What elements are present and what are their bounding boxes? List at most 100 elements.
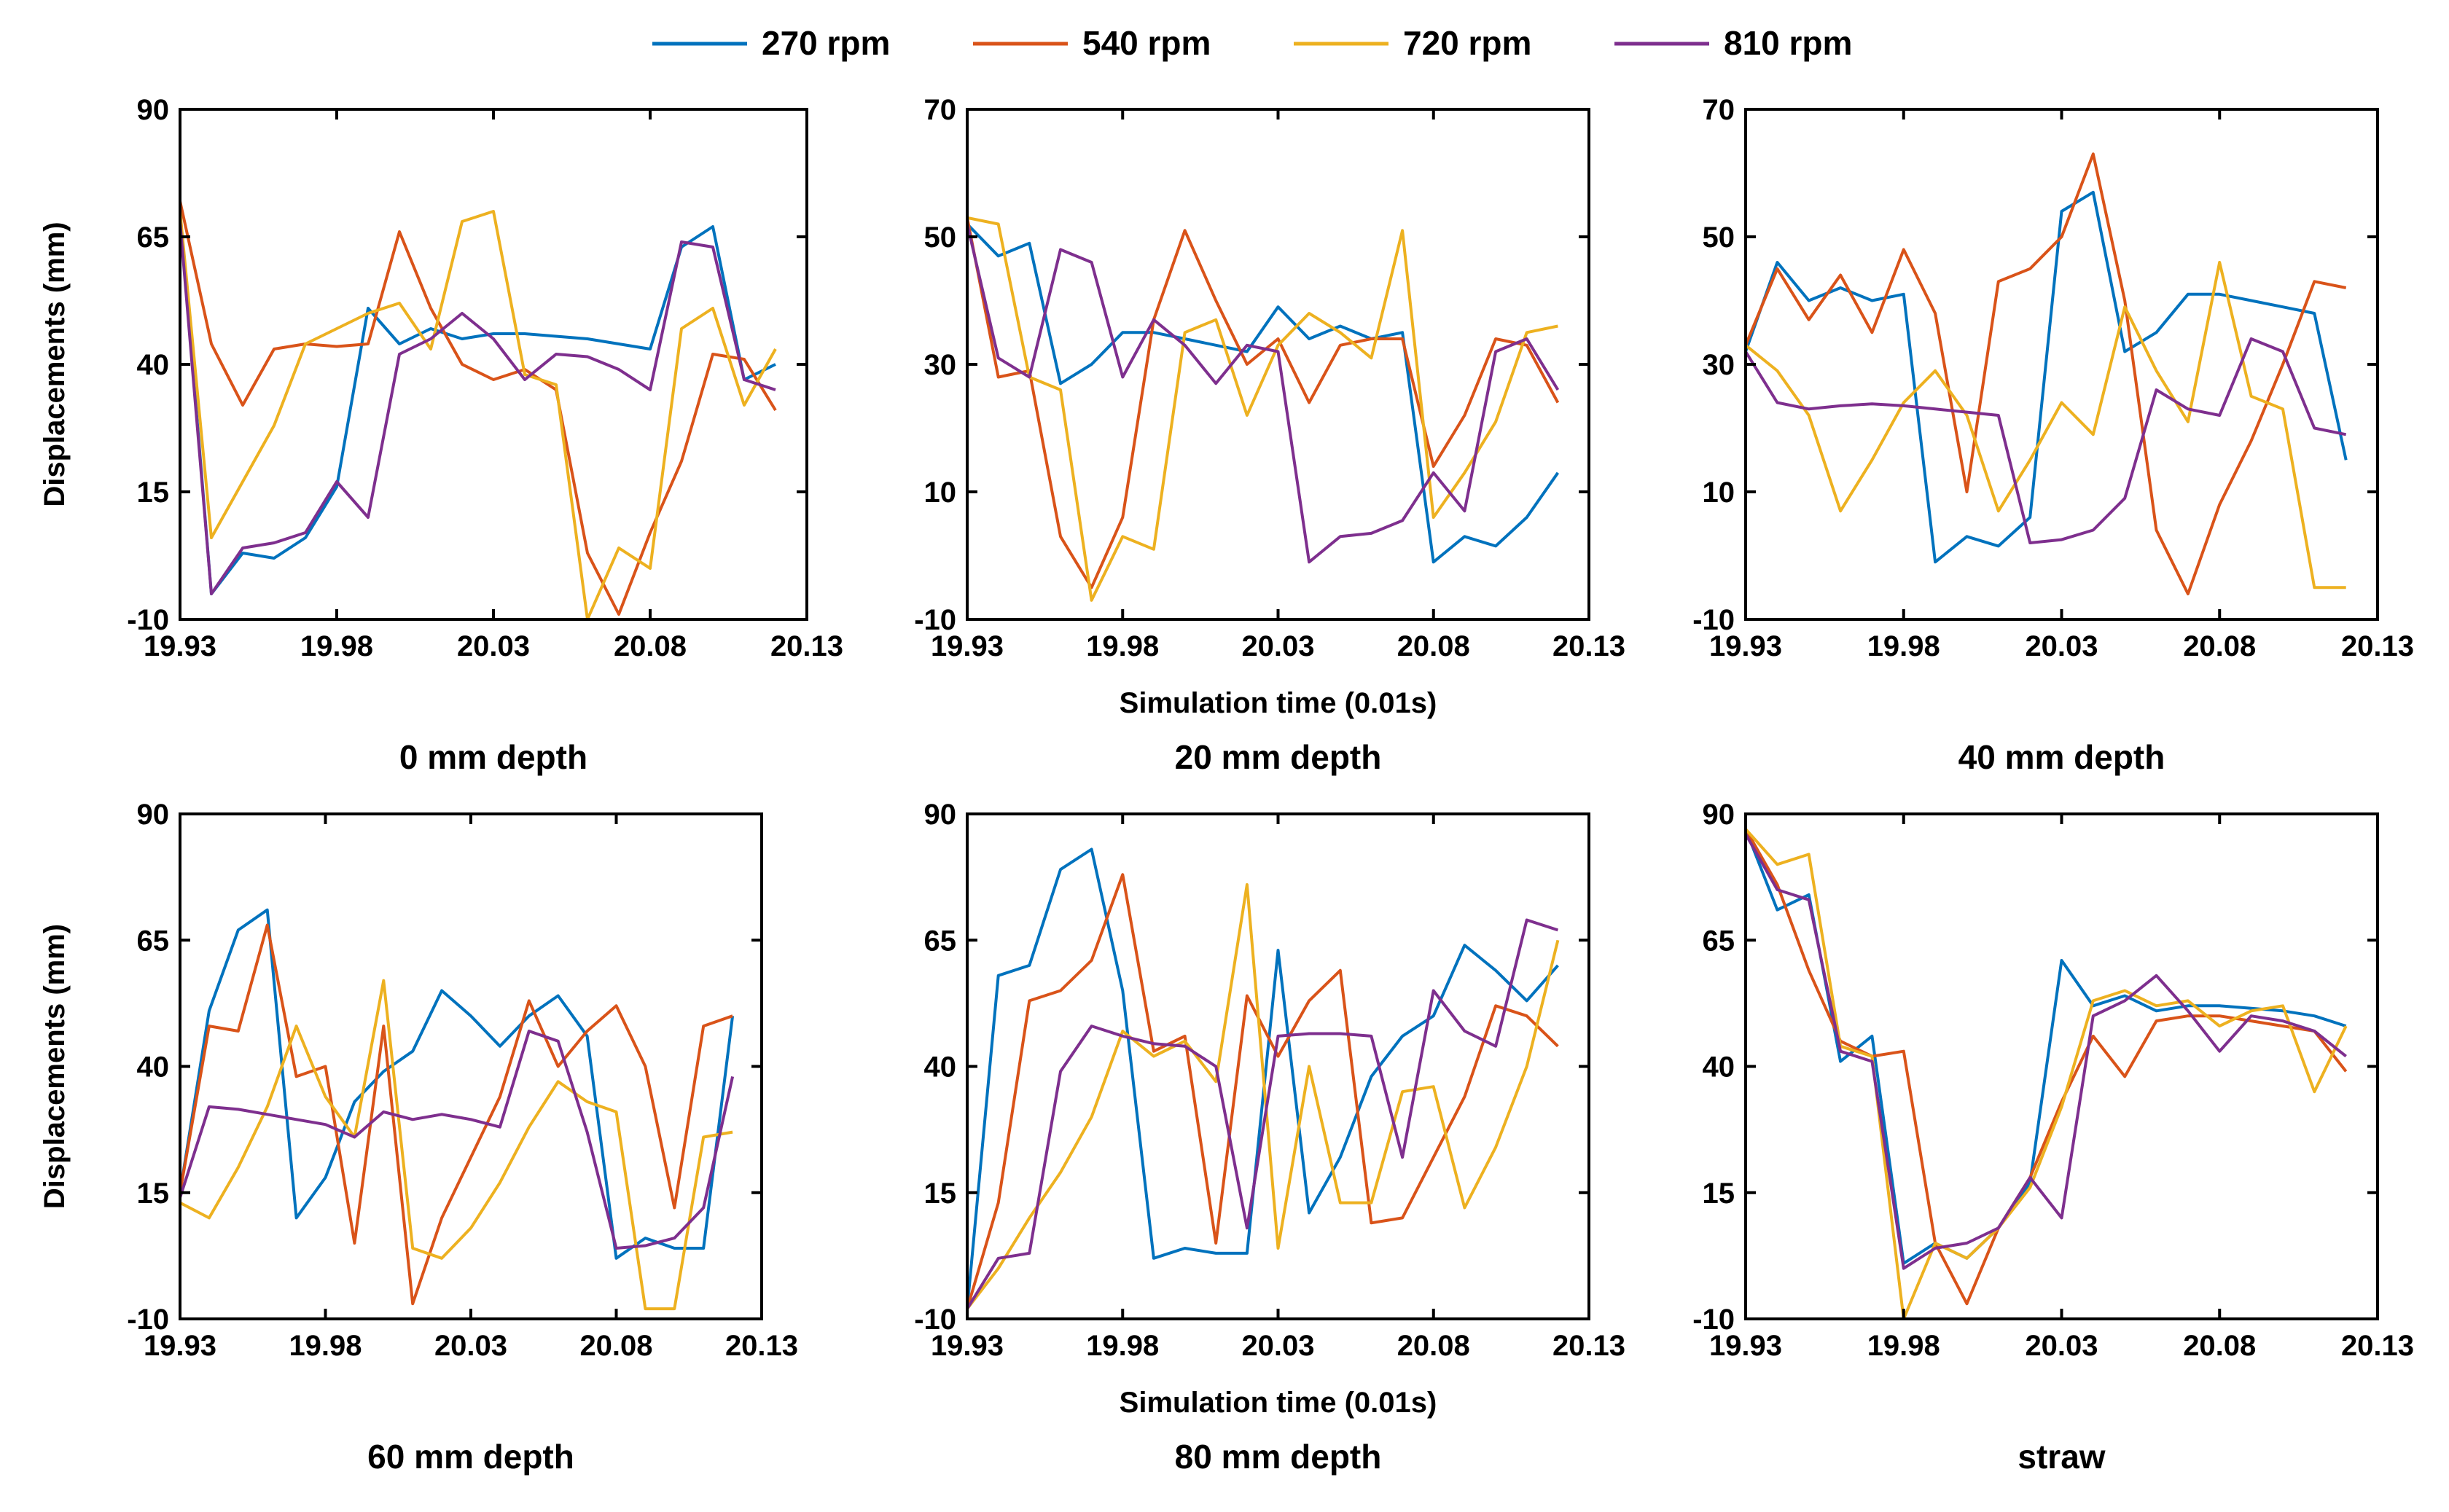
series-group [180, 200, 777, 619]
y-tick-label: 15 [137, 1178, 170, 1210]
chart-panel-6: 19.93 19.98 20.03 20.08 20.13 -10 15 40 65 90 stra… [1692, 799, 2414, 1476]
y-tick-label: 40 [924, 1051, 957, 1084]
panel-title: 0 mm depth [399, 738, 587, 776]
y-tick-label: 15 [1703, 1178, 1735, 1210]
series-line-810-rpm [1746, 833, 2347, 1270]
series-line-270-rpm [1746, 190, 2348, 564]
x-tick-label: 20.03 [434, 1330, 507, 1362]
x-tick-label: 20.03 [1241, 630, 1314, 662]
series-line-270-rpm [1746, 829, 2347, 1265]
y-tick-label: 90 [1703, 799, 1735, 831]
series-line-270-rpm [180, 211, 776, 595]
x-axis-label: Simulation time (0.01s) [1120, 687, 1437, 719]
y-tick-label: 65 [137, 222, 170, 254]
x-tick-label: 20.03 [2025, 1330, 2098, 1362]
x-tick-label: 20.08 [1397, 1330, 1470, 1362]
y-tick-label: 65 [1703, 925, 1735, 957]
y-tick-label: 90 [137, 94, 170, 126]
y-tick-label: 90 [137, 799, 170, 831]
y-tick-label: 40 [137, 349, 170, 381]
series-line-720-rpm [180, 210, 777, 619]
x-tick-label: 20.08 [579, 1330, 652, 1362]
x-tick-label: 19.93 [1709, 1330, 1782, 1362]
x-tick-label: 20.03 [1241, 1330, 1314, 1362]
chart-panel-2: 19.93 19.98 20.03 20.08 20.13 -10 10 30 50 70 Simu… [914, 94, 1625, 776]
x-tick-label: 20.03 [457, 630, 530, 662]
series-group [1746, 828, 2348, 1319]
plot-frame [1744, 812, 2379, 1320]
y-tick-label: 10 [1703, 477, 1735, 509]
x-tick-label: 20.08 [2183, 1330, 2256, 1362]
series-line-720-rpm [1746, 828, 2348, 1319]
y-tick-label: -10 [914, 604, 956, 636]
chart-panel-1: 19.93 19.98 20.03 20.08 20.13 -10 15 40 65 90 Disp… [39, 94, 843, 776]
series-line-270-rpm [967, 847, 1559, 1309]
x-tick-label: 19.98 [1867, 1330, 1940, 1362]
x-axis-label: Simulation time (0.01s) [1120, 1387, 1437, 1419]
x-tick-label: 19.93 [144, 1330, 216, 1362]
x-tick-label: 19.93 [931, 630, 1004, 662]
series-group [1746, 152, 2348, 595]
x-tick-label: 20.08 [614, 630, 687, 662]
series-line-270-rpm [180, 908, 735, 1260]
plot-frame [966, 108, 1590, 621]
x-tick-label: 20.13 [770, 630, 843, 662]
y-tick-label: 30 [1703, 349, 1735, 381]
x-tick-label: 20.13 [2341, 630, 2414, 662]
series-line-810-rpm [967, 224, 1560, 564]
series-line-810-rpm [1746, 337, 2347, 544]
y-tick-label: 65 [924, 925, 957, 957]
series-line-810-rpm [180, 1030, 735, 1250]
y-tick-label: 70 [1703, 94, 1735, 126]
x-tick-label: 19.98 [1086, 1330, 1159, 1362]
panel-title: 40 mm depth [1958, 738, 2165, 776]
panels: 19.93 19.98 20.03 20.08 20.13 -10 15 40 65 90 Disp… [39, 94, 2414, 1476]
x-tick-label: 19.98 [1086, 630, 1159, 662]
series-line-720-rpm [180, 979, 733, 1311]
y-tick-label: 90 [924, 799, 957, 831]
x-tick-label: 19.93 [144, 630, 216, 662]
x-tick-label: 20.08 [1397, 630, 1470, 662]
x-tick-label: 19.98 [1867, 630, 1940, 662]
y-tick-label: 65 [137, 925, 170, 957]
panel-title: 20 mm depth [1175, 738, 1382, 776]
x-tick-label: 19.93 [931, 1330, 1004, 1362]
y-tick-label: 10 [924, 477, 957, 509]
y-tick-label: 30 [924, 349, 957, 381]
x-tick-label: 19.98 [300, 630, 373, 662]
series-line-810-rpm [180, 221, 776, 595]
panel-title: 80 mm depth [1175, 1438, 1382, 1476]
panel-title: straw [2018, 1438, 2105, 1476]
series-line-720-rpm [967, 216, 1558, 602]
y-tick-label: 50 [924, 222, 957, 254]
chart-panel-5: 19.93 19.98 20.03 20.08 20.13 -10 15 40 65 90 Simu… [914, 799, 1625, 1476]
y-tick-label: 70 [924, 94, 957, 126]
legend-label-4: 810 rpm [1724, 24, 1852, 62]
legend-label-1: 270 rpm [762, 24, 890, 62]
y-tick-label: 40 [137, 1051, 170, 1084]
x-tick-label: 20.13 [1552, 630, 1625, 662]
chart-panel-3: 19.93 19.98 20.03 20.08 20.13 -10 10 30 50 70 40 m… [1692, 94, 2414, 776]
series-line-810-rpm [967, 918, 1559, 1310]
x-tick-label: 19.98 [289, 1330, 362, 1362]
x-tick-label: 20.08 [2183, 630, 2256, 662]
legend-label-2: 540 rpm [1082, 24, 1211, 62]
series-line-540-rpm [967, 873, 1559, 1309]
y-tick-label: 40 [1703, 1051, 1735, 1084]
series-line-540-rpm [180, 923, 733, 1306]
y-tick-label: -10 [914, 1304, 956, 1336]
y-tick-label: 15 [137, 477, 170, 509]
series-line-720-rpm [1746, 261, 2346, 589]
series-group [180, 908, 735, 1311]
series-line-540-rpm [967, 217, 1560, 589]
y-axis-label: Displacements (mm) [39, 222, 71, 506]
x-tick-label: 19.93 [1709, 630, 1782, 662]
series-line-540-rpm [180, 200, 777, 616]
chart-panel-4: 19.93 19.98 20.03 20.08 20.13 -10 15 40 65 90 Disp… [39, 799, 798, 1476]
y-tick-label: 15 [924, 1178, 957, 1210]
y-tick-label: -10 [1692, 1304, 1735, 1336]
legend: 270 rpm 540 rpm 720 rpm 810 rpm [652, 24, 1852, 62]
x-tick-label: 20.03 [2025, 630, 2098, 662]
series-line-720-rpm [967, 883, 1560, 1310]
